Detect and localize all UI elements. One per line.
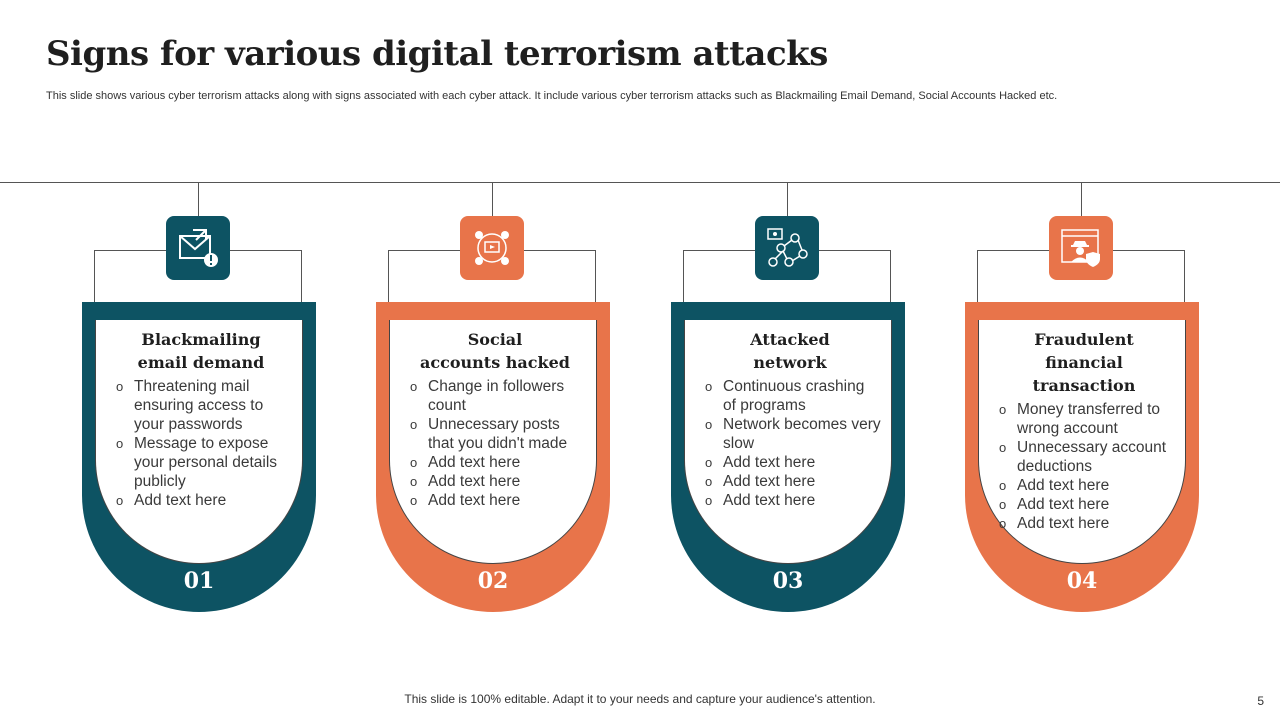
connector-stem — [492, 182, 493, 216]
list-item: Unnecessary account deductions — [993, 438, 1175, 476]
list-item: Add text here — [110, 491, 292, 510]
email-alert-icon — [166, 216, 230, 280]
card-content: Fraudulent financial transaction Money t… — [978, 320, 1186, 564]
list-item: Threatening mail ensuring access to your… — [110, 377, 292, 434]
bullet-list: Money transferred to wrong account Unnec… — [993, 400, 1175, 533]
list-item: Message to expose your personal details … — [110, 434, 292, 491]
card-title: Social accounts hacked — [420, 330, 570, 372]
card-number: 04 — [1066, 568, 1098, 594]
list-item: Add text here — [993, 495, 1175, 514]
card-number: 01 — [183, 568, 215, 594]
list-item: Add text here — [699, 491, 881, 510]
hacker-browser-icon — [1049, 216, 1113, 280]
list-item: Add text here — [699, 472, 881, 491]
bullet-list: Continuous crashing of programs Network … — [699, 377, 881, 510]
connector-stem — [787, 182, 788, 216]
slide-subtitle: This slide shows various cyber terrorism… — [46, 90, 1058, 102]
card-attacked-network: Attacked network Continuous crashing of … — [671, 182, 905, 614]
page-number: 5 — [1257, 694, 1264, 708]
list-item: Add text here — [993, 514, 1175, 533]
list-item: Money transferred to wrong account — [993, 400, 1175, 438]
social-network-icon — [460, 216, 524, 280]
list-item: Unnecessary posts that you didn't made — [404, 415, 586, 453]
timeline-line — [0, 182, 1280, 183]
card-blackmailing-email: Blackmailing email demand Threatening ma… — [82, 182, 316, 614]
bullet-list: Threatening mail ensuring access to your… — [110, 377, 292, 510]
connector-stem — [1081, 182, 1082, 216]
slide-title: Signs for various digital terrorism atta… — [46, 34, 828, 74]
list-item: Add text here — [404, 491, 586, 510]
card-title: Fraudulent financial transaction — [1032, 330, 1136, 395]
card-content: Attacked network Continuous crashing of … — [684, 320, 892, 564]
card-title: Blackmailing email demand — [137, 330, 265, 372]
card-content: Blackmailing email demand Threatening ma… — [95, 320, 303, 564]
list-item: Add text here — [699, 453, 881, 472]
card-number: 02 — [477, 568, 509, 594]
card-fraudulent-transaction: Fraudulent financial transaction Money t… — [965, 182, 1199, 614]
card-number: 03 — [772, 568, 804, 594]
list-item: Continuous crashing of programs — [699, 377, 881, 415]
slide-footer: This slide is 100% editable. Adapt it to… — [404, 692, 876, 706]
bullet-list: Change in followers count Unnecessary po… — [404, 377, 586, 510]
list-item: Change in followers count — [404, 377, 586, 415]
list-item: Add text here — [404, 472, 586, 491]
list-item: Add text here — [404, 453, 586, 472]
card-title: Attacked network — [750, 330, 830, 372]
list-item: Add text here — [993, 476, 1175, 495]
connector-stem — [198, 182, 199, 216]
network-users-icon — [755, 216, 819, 280]
card-social-accounts: Social accounts hacked Change in followe… — [376, 182, 610, 614]
card-content: Social accounts hacked Change in followe… — [389, 320, 597, 564]
list-item: Network becomes very slow — [699, 415, 881, 453]
